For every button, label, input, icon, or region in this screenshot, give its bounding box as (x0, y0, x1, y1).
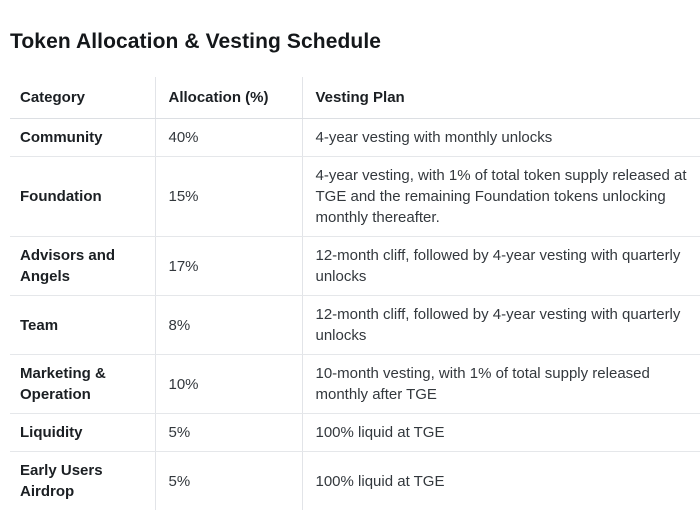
table-row: Early Users Airdrop 5% 100% liquid at TG… (10, 451, 700, 510)
allocation-cell: 5% (154, 451, 302, 510)
category-cell: Community (10, 118, 155, 157)
table-row: Foundation 15% 4-year vesting, with 1% o… (10, 156, 700, 237)
table-row: Marketing & Operation 10% 10-month vesti… (10, 354, 700, 414)
category-cell: Liquidity (10, 413, 155, 452)
column-header-allocation: Allocation (%) (154, 77, 302, 119)
table-row: Advisors and Angels 17% 12-month cliff, … (10, 236, 700, 296)
vesting-plan-cell: 4-year vesting, with 1% of total token s… (301, 156, 700, 237)
category-cell: Advisors and Angels (10, 236, 155, 296)
vesting-plan-cell: 10-month vesting, with 1% of total suppl… (301, 354, 700, 414)
category-cell: Team (10, 295, 155, 355)
vesting-plan-cell: 100% liquid at TGE (301, 413, 700, 452)
vesting-plan-cell: 4-year vesting with monthly unlocks (301, 118, 700, 157)
category-cell: Foundation (10, 156, 155, 237)
vesting-plan-cell: 12-month cliff, followed by 4-year vesti… (301, 295, 700, 355)
column-header-vesting-plan: Vesting Plan (301, 77, 700, 119)
vesting-plan-cell: 12-month cliff, followed by 4-year vesti… (301, 236, 700, 296)
allocation-cell: 10% (154, 354, 302, 414)
token-allocation-table: Category Allocation (%) Vesting Plan Com… (10, 77, 700, 510)
allocation-cell: 17% (154, 236, 302, 296)
column-header-category: Category (10, 77, 155, 119)
allocation-cell: 8% (154, 295, 302, 355)
category-cell: Early Users Airdrop (20, 462, 103, 500)
vesting-plan-cell: 100% liquid at TGE (301, 451, 700, 510)
table-row: Team 8% 12-month cliff, followed by 4-ye… (10, 295, 700, 355)
allocation-cell: 40% (154, 118, 302, 157)
table-row: Community 40% 4-year vesting with monthl… (10, 118, 700, 157)
allocation-cell: 5% (154, 413, 302, 452)
allocation-cell: 15% (154, 156, 302, 237)
category-cell: Marketing & Operation (10, 354, 155, 414)
table-header-row: Category Allocation (%) Vesting Plan (10, 77, 700, 119)
page-title: Token Allocation & Vesting Schedule (10, 30, 382, 53)
table-row: Liquidity 5% 100% liquid at TGE (10, 413, 700, 452)
